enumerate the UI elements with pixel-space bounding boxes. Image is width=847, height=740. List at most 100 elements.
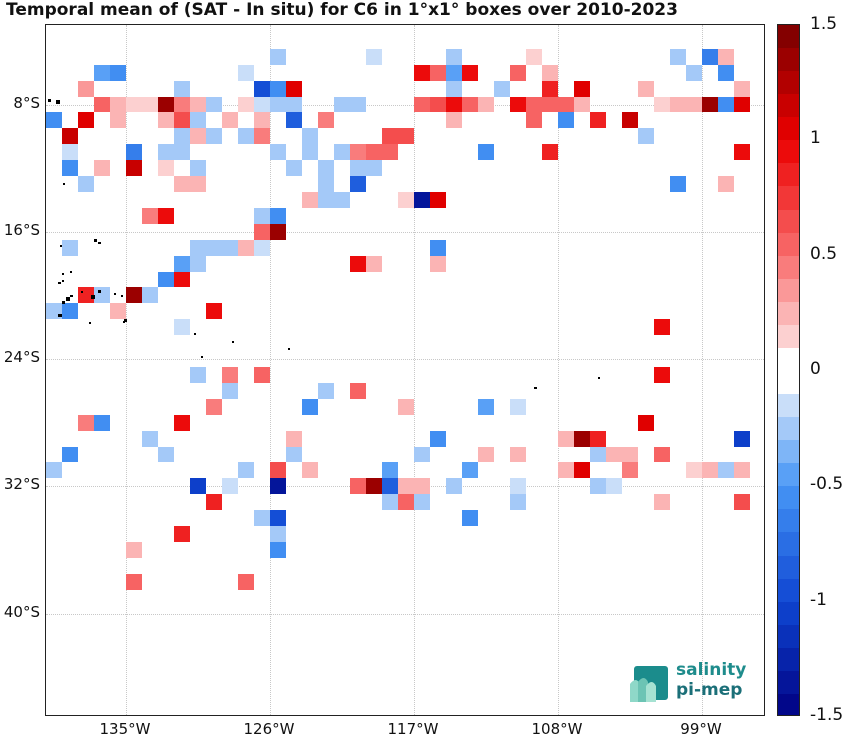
island-dot xyxy=(62,273,64,275)
grid-cell xyxy=(174,96,190,113)
grid-cell xyxy=(286,112,302,129)
colorbar-step xyxy=(778,48,799,72)
colorbar-step xyxy=(778,647,799,672)
grid-cell xyxy=(462,64,478,81)
island-dot xyxy=(124,319,127,322)
colorbar-step xyxy=(778,186,799,211)
grid-cell xyxy=(398,478,414,495)
grid-cell xyxy=(430,430,446,447)
grid-cell xyxy=(718,48,734,65)
grid-cell xyxy=(542,80,558,97)
grid-cell xyxy=(478,398,494,415)
grid-cell xyxy=(270,526,286,542)
grid-cell xyxy=(254,128,270,145)
colorbar-step xyxy=(778,163,799,187)
gridline-lon xyxy=(414,25,415,715)
grid-cell xyxy=(190,160,206,177)
grid-cell xyxy=(110,303,126,320)
grid-cell xyxy=(110,112,126,129)
grid-cell xyxy=(382,494,398,511)
grid-cell xyxy=(254,96,270,113)
island-dot xyxy=(63,183,65,185)
colorbar-step xyxy=(778,578,799,603)
grid-cell xyxy=(190,367,206,383)
grid-cell xyxy=(526,112,542,129)
grid-cell xyxy=(574,462,590,479)
grid-cell xyxy=(366,160,382,177)
grid-cell xyxy=(270,223,286,240)
grid-cell xyxy=(510,494,526,511)
grid-cell xyxy=(446,48,462,65)
grid-cell xyxy=(382,462,398,479)
grid-cell xyxy=(654,446,670,463)
island-dot xyxy=(70,295,73,297)
grid-cell xyxy=(318,160,334,177)
grid-cell xyxy=(734,80,750,97)
grid-cell xyxy=(254,239,270,256)
grid-cell xyxy=(478,446,494,463)
grid-cell xyxy=(526,96,542,113)
grid-cell xyxy=(94,96,110,113)
grid-cell xyxy=(654,494,670,511)
grid-cell xyxy=(398,398,414,415)
grid-cell xyxy=(574,96,590,113)
grid-cell xyxy=(94,287,110,304)
grid-cell xyxy=(446,96,462,113)
grid-cell xyxy=(62,144,78,161)
map-plot-area xyxy=(45,24,765,716)
grid-cell xyxy=(62,239,78,256)
salinity-pi-mep-logo: salinity pi-mep xyxy=(628,660,758,708)
grid-cell xyxy=(638,414,654,431)
x-tick-label: 108°W xyxy=(531,720,583,738)
grid-cell xyxy=(270,96,286,113)
grid-cell xyxy=(142,207,158,224)
grid-cell xyxy=(462,462,478,479)
colorbar-step xyxy=(778,601,799,626)
grid-cell xyxy=(270,48,286,65)
island-dot xyxy=(121,295,123,297)
grid-cell xyxy=(158,271,174,288)
grid-cell xyxy=(590,430,606,447)
grid-cell xyxy=(574,80,590,97)
grid-cell xyxy=(702,48,718,65)
grid-cell xyxy=(158,144,174,161)
grid-cell xyxy=(318,112,334,129)
colorbar-step xyxy=(778,394,799,418)
grid-cell xyxy=(222,478,238,495)
grid-cell xyxy=(318,382,334,399)
y-tick-label: 24°S xyxy=(3,348,40,367)
grid-cell xyxy=(590,446,606,463)
grid-cell xyxy=(350,255,366,272)
grid-cell xyxy=(62,160,78,177)
grid-cell xyxy=(414,494,430,511)
island-dot xyxy=(98,242,101,244)
grid-cell xyxy=(158,112,174,129)
grid-cell xyxy=(478,96,494,113)
grid-cell xyxy=(190,112,206,129)
grid-cell xyxy=(366,478,382,495)
colorbar-step xyxy=(778,371,799,395)
grid-cell xyxy=(350,478,366,495)
island-dot xyxy=(81,291,83,293)
colorbar-tick-label: -1 xyxy=(810,589,827,610)
grid-cell xyxy=(606,478,622,495)
grid-cell xyxy=(558,430,574,447)
colorbar-step xyxy=(778,486,799,510)
grid-cell xyxy=(206,96,222,113)
island-dot xyxy=(98,290,101,293)
grid-cell xyxy=(78,176,94,193)
island-dot xyxy=(56,100,60,104)
grid-cell xyxy=(654,367,670,383)
grid-cell xyxy=(126,96,142,113)
grid-cell xyxy=(510,398,526,415)
island-dot xyxy=(62,280,64,282)
island-dot xyxy=(48,99,51,102)
grid-cell xyxy=(254,112,270,129)
y-tick-label: 40°S xyxy=(3,602,40,621)
grid-cell xyxy=(286,446,302,463)
grid-cell xyxy=(270,207,286,224)
island-dot xyxy=(288,348,290,350)
grid-cell xyxy=(158,96,174,113)
grid-cell xyxy=(414,192,430,208)
grid-cell xyxy=(174,414,190,431)
